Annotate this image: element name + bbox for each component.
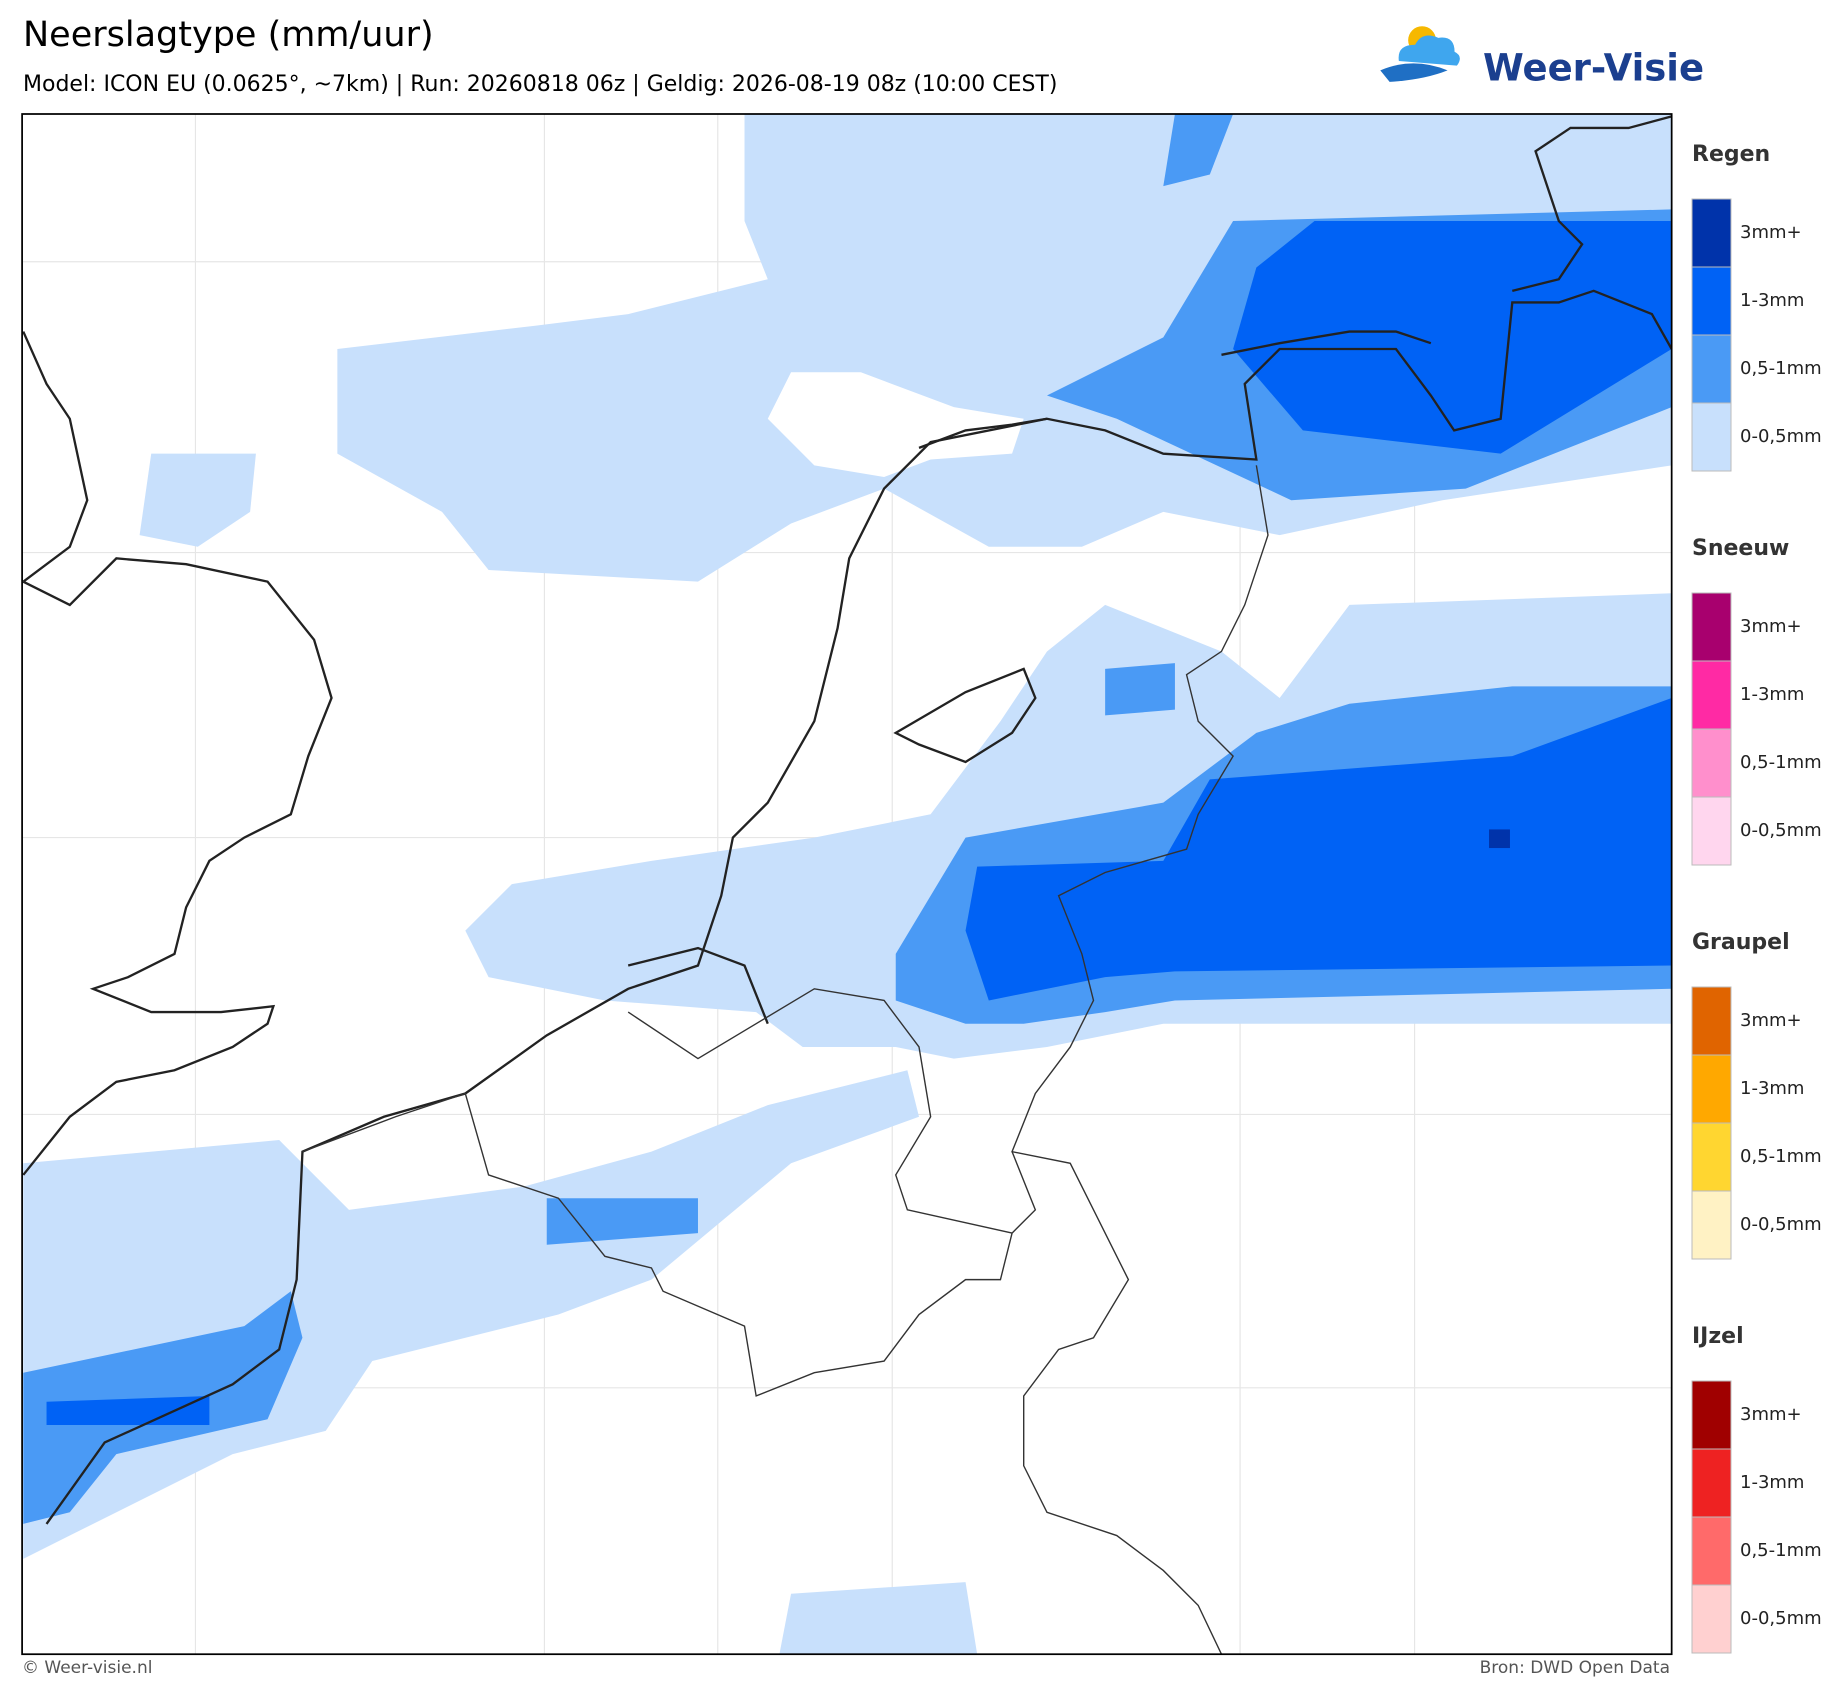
legend-swatch (1691, 1584, 1732, 1654)
legend-label: 1-3mm (1740, 290, 1804, 311)
coastline-part (22, 557, 333, 1176)
legend-swatch (1691, 592, 1732, 662)
legend-label: 0,5-1mm (1740, 752, 1822, 773)
legend-swatch (1691, 1122, 1732, 1192)
legend-label: 1-3mm (1740, 684, 1804, 705)
legend-label: 0,5-1mm (1740, 358, 1822, 379)
coastline-part (627, 946, 769, 1025)
legend-swatch (1691, 1054, 1732, 1124)
legend: Regen 3mm+ 1-3mm 0,5-1mm 0-0,5mm Sneeuw 3mm+ 1-… (1691, 142, 1822, 1654)
title: Neerslagtype (mm/uur) (23, 15, 434, 55)
footer-credit: © Weer-visie.nl (22, 1658, 152, 1678)
legend-label: 0-0,5mm (1740, 1214, 1822, 1235)
light-rain-area-part (779, 1582, 978, 1655)
legend-swatch (1691, 266, 1732, 336)
legend-label: 3mm+ (1740, 1010, 1802, 1031)
logo-cloud (1398, 35, 1460, 66)
logo-icon (1380, 26, 1460, 82)
coastline-part (918, 417, 1048, 449)
legend-swatch (1691, 728, 1732, 798)
logo: Weer-Visie (1380, 26, 1704, 90)
legend-swatch (1691, 986, 1732, 1056)
legend-label: 3mm+ (1740, 616, 1802, 637)
dry-gap-part (767, 372, 1024, 477)
legend-label: 0-0,5mm (1740, 820, 1822, 841)
legend-swatch (1691, 1380, 1732, 1450)
heavy-rain-area-part (46, 1395, 210, 1426)
dry-gap (767, 372, 1024, 477)
moderate-rain-area-part (546, 1198, 698, 1245)
coastline-part (22, 331, 89, 583)
legend-label: 3mm+ (1740, 1404, 1802, 1425)
coastline-part (1512, 115, 1672, 292)
light-rain-area-part (139, 453, 256, 547)
borders-part (302, 1092, 1037, 1397)
coastline (22, 115, 1672, 1525)
legend-label: 1-3mm (1740, 1472, 1804, 1493)
heavy-rain-area-part (965, 697, 1672, 1001)
legend-group-title: Graupel (1692, 930, 1790, 955)
heavy-rain-area (46, 221, 1672, 1426)
borders-part (1011, 465, 1269, 1655)
legend-label: 0-0,5mm (1740, 1608, 1822, 1629)
legend-swatch (1691, 198, 1732, 268)
map-frame (21, 113, 1673, 1656)
legend-group-title: Regen (1692, 142, 1770, 167)
legend-swatch (1691, 660, 1732, 730)
legend-swatch (1691, 796, 1732, 866)
logo-text: Weer-Visie (1483, 47, 1704, 90)
legend-swatch (1691, 1516, 1732, 1586)
moderate-rain-area-part (1163, 114, 1234, 187)
legend-label: 0,5-1mm (1740, 1540, 1822, 1561)
legend-swatch (1691, 1448, 1732, 1518)
map (21, 113, 1673, 1656)
map-content (22, 114, 1672, 1655)
coastline-part (1221, 330, 1432, 356)
subtitle: Model: ICON EU (0.0625°, ~7km) | Run: 20… (23, 72, 1057, 97)
legend-label: 0,5-1mm (1740, 1146, 1822, 1167)
coastline-part (45, 289, 1672, 1525)
borders-part (627, 988, 1013, 1234)
footer-source: Bron: DWD Open Data (1480, 1658, 1670, 1678)
legend-group-title: Sneeuw (1692, 536, 1789, 561)
heavy-rain-area-part (1233, 221, 1672, 454)
legend-label: 1-3mm (1740, 1078, 1804, 1099)
legend-group-title: IJzel (1692, 1324, 1744, 1349)
legend-swatch (1691, 334, 1732, 404)
borders (302, 465, 1269, 1655)
legend-swatch (1691, 402, 1732, 472)
legend-label: 3mm+ (1740, 222, 1802, 243)
light-rain-area-part (23, 1070, 920, 1559)
coastline-part (893, 667, 1037, 764)
logo-wave (1380, 63, 1448, 82)
moderate-rain-area-part (1105, 663, 1175, 716)
very-heavy-rain-spot (1489, 829, 1510, 849)
legend-label: 0-0,5mm (1740, 426, 1822, 447)
legend-swatch (1691, 1190, 1732, 1260)
